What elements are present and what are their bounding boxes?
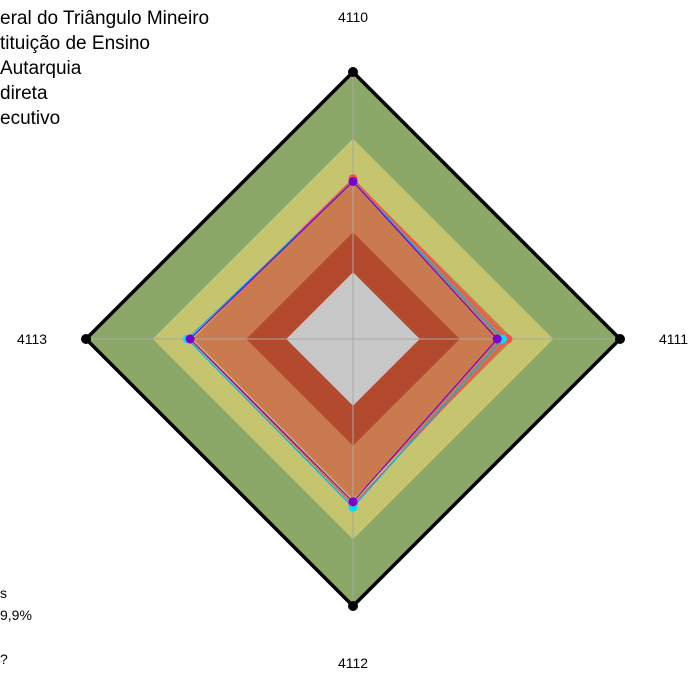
legend-line: tituição de Ensino — [0, 33, 150, 54]
axis-label-top: 4110 — [338, 9, 368, 25]
axis-label-left: 4113 — [17, 331, 47, 347]
side-text-line: s — [0, 585, 7, 601]
series-layer — [182, 174, 513, 512]
legend-line: ecutivo — [0, 108, 60, 129]
side-text-line: 9,9% — [0, 607, 32, 623]
series-2-point-0 — [348, 176, 358, 186]
legend-line: eral do Triângulo Mineiro — [0, 8, 209, 29]
axis-label-right: 4111 — [659, 331, 688, 347]
series-2-point-3 — [185, 334, 195, 344]
vertex-layer — [81, 67, 625, 611]
series-2-point-2 — [348, 497, 358, 507]
legend: eral do Triângulo Mineiro tituição de En… — [0, 8, 209, 129]
vertex-dot-0 — [348, 67, 358, 77]
vertex-dot-1 — [615, 334, 625, 344]
axis-label-bottom: 4112 — [338, 655, 368, 671]
series-2-point-1 — [492, 334, 502, 344]
vertex-dot-2 — [348, 601, 358, 611]
side-text-line: ? — [0, 651, 8, 667]
gridlines-layer — [83, 69, 623, 609]
vertex-dot-3 — [81, 334, 91, 344]
legend-line: Autarquia — [0, 58, 82, 79]
legend-line: direta — [0, 83, 48, 104]
side-text-block: s 9,9% ? — [0, 585, 32, 667]
